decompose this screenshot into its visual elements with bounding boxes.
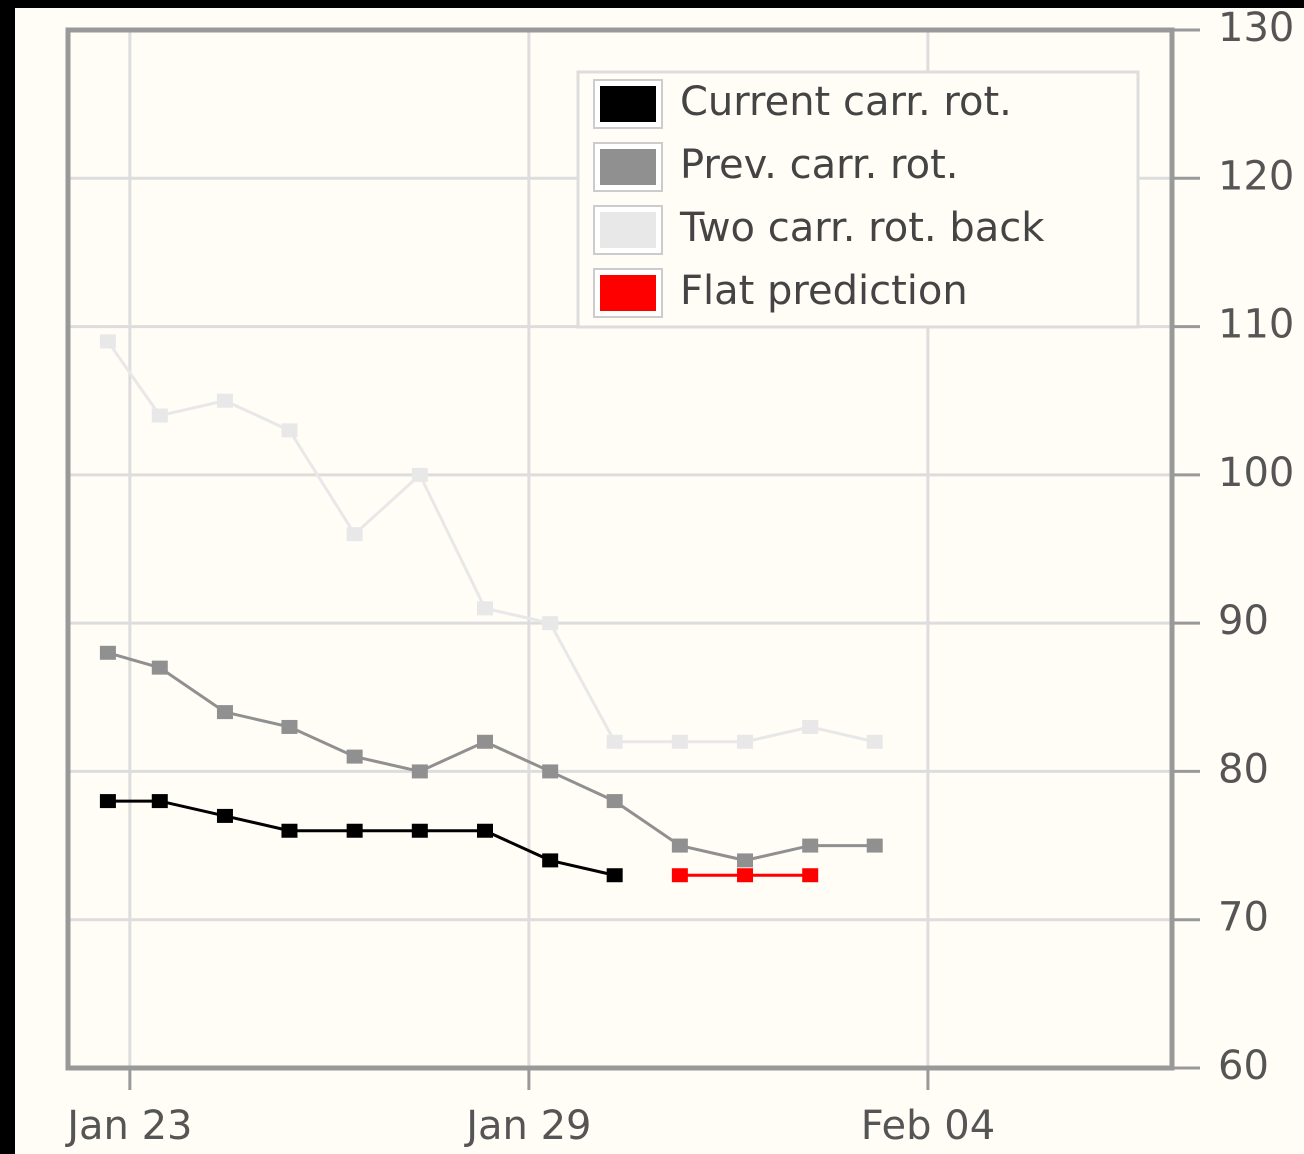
- y-tick-label: 60: [1218, 1043, 1269, 1089]
- legend-label: Flat prediction: [680, 268, 968, 314]
- point-marker: [542, 616, 559, 631]
- x-tick-label: Feb 04: [861, 1103, 995, 1149]
- y-tick-label: 120: [1218, 153, 1294, 199]
- point-marker: [476, 823, 493, 838]
- point-marker: [411, 467, 428, 482]
- point-marker: [606, 794, 623, 809]
- y-tick-label: 130: [1218, 5, 1294, 51]
- x-tick-label: Jan 29: [463, 1103, 591, 1149]
- y-tick-label: 70: [1218, 895, 1269, 941]
- point-marker: [866, 734, 883, 749]
- point-marker: [346, 749, 363, 764]
- y-tick-label: 100: [1218, 450, 1294, 496]
- point-marker: [99, 645, 116, 660]
- point-marker: [216, 393, 233, 408]
- point-marker: [281, 719, 298, 734]
- point-marker: [216, 808, 233, 823]
- point-marker: [411, 764, 428, 779]
- point-marker: [151, 408, 168, 423]
- point-marker: [216, 705, 233, 720]
- point-marker: [542, 764, 559, 779]
- point-marker: [281, 823, 298, 838]
- legend-swatch: [600, 275, 656, 311]
- point-marker: [671, 734, 688, 749]
- point-marker: [346, 823, 363, 838]
- legend-swatch: [600, 149, 656, 185]
- legend-box: [576, 70, 1140, 329]
- point-marker: [802, 719, 819, 734]
- legend-label: Two carr. rot. back: [679, 205, 1045, 251]
- point-marker: [671, 838, 688, 853]
- legend-swatch: [600, 212, 656, 248]
- point-marker: [151, 794, 168, 809]
- point-marker: [606, 734, 623, 749]
- point-marker: [99, 794, 116, 809]
- point-marker: [737, 868, 754, 883]
- point-marker: [802, 838, 819, 853]
- point-marker: [476, 601, 493, 616]
- point-marker: [866, 838, 883, 853]
- point-marker: [737, 853, 754, 868]
- point-marker: [151, 660, 168, 675]
- y-tick-label: 80: [1218, 746, 1269, 792]
- point-marker: [99, 334, 116, 349]
- point-marker: [346, 527, 363, 542]
- point-marker: [606, 868, 623, 883]
- y-tick-label: 110: [1218, 302, 1294, 348]
- point-marker: [737, 734, 754, 749]
- legend-swatch: [600, 86, 656, 122]
- point-marker: [411, 823, 428, 838]
- point-marker: [281, 423, 298, 438]
- point-marker: [476, 734, 493, 749]
- point-marker: [542, 853, 559, 868]
- point-marker: [671, 868, 688, 883]
- point-marker: [802, 868, 819, 883]
- legend-label: Current carr. rot.: [680, 79, 1012, 125]
- plot-border: [65, 27, 1175, 1071]
- legend-label: Prev. carr. rot.: [680, 142, 958, 188]
- y-tick-label: 90: [1218, 598, 1269, 644]
- x-tick-label: Jan 23: [64, 1103, 192, 1149]
